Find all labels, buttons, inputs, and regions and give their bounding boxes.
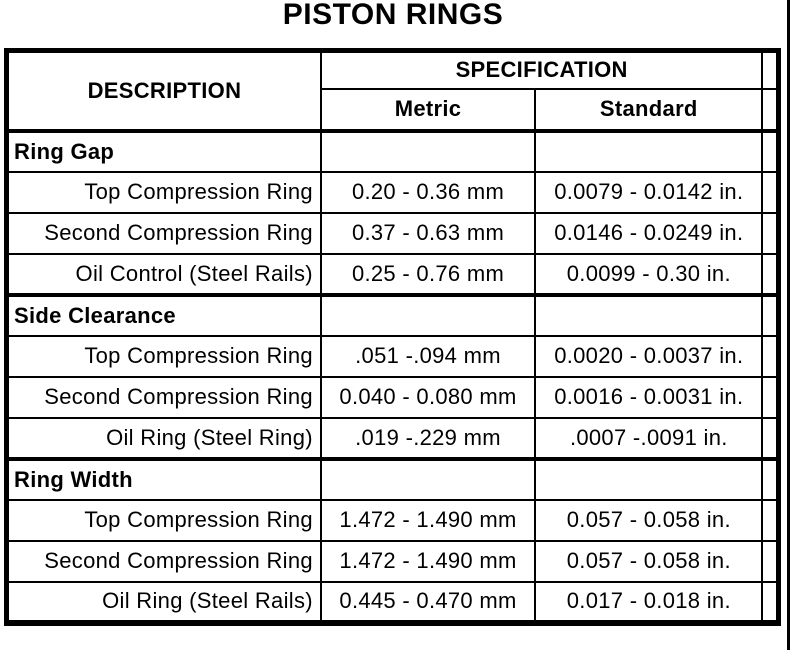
standard-value: 0.057 - 0.058 in. — [534, 498, 764, 542]
metric-value — [319, 456, 537, 501]
section-row-ring-gap: Ring Gap — [5, 128, 780, 173]
row-description: Top Compression Ring — [5, 334, 322, 378]
spacer-cell — [761, 292, 780, 337]
metric-value: 1.472 - 1.490 mm — [319, 539, 537, 583]
description-header: DESCRIPTION — [5, 49, 322, 132]
spacer-cell — [761, 580, 780, 624]
spacer-cell — [761, 375, 780, 419]
page-title: PISTON RINGS — [282, 0, 504, 31]
spacer-cell — [761, 539, 780, 583]
standard-value: 0.0020 - 0.0037 in. — [534, 334, 764, 378]
standard-value: 0.0099 - 0.30 in. — [534, 252, 764, 296]
standard-value: 0.0146 - 0.0249 in. — [534, 211, 764, 255]
standard-value — [534, 128, 764, 173]
row-description: Oil Control (Steel Rails) — [5, 252, 322, 296]
standard-value — [534, 456, 764, 501]
table-row: Oil Ring (Steel Rails) 0.445 - 0.470 mm … — [5, 580, 780, 624]
metric-value: .019 -.229 mm — [319, 416, 537, 460]
section-label: Ring Gap — [5, 128, 322, 173]
row-description: Second Compression Ring — [5, 211, 322, 255]
spacer-cell — [761, 87, 780, 132]
metric-value — [319, 292, 537, 337]
row-description: Top Compression Ring — [5, 170, 322, 214]
metric-value: 0.040 - 0.080 mm — [319, 375, 537, 419]
header-row-2: Metric Standard — [7, 87, 780, 132]
metric-value: 0.445 - 0.470 mm — [319, 580, 537, 624]
metric-value — [319, 128, 537, 173]
metric-value: 0.25 - 0.76 mm — [319, 252, 537, 296]
standard-value: 0.017 - 0.018 in. — [534, 580, 764, 624]
metric-value: 1.472 - 1.490 mm — [319, 498, 537, 542]
section-label: Ring Width — [5, 456, 322, 501]
standard-value: .0007 -.0091 in. — [534, 416, 764, 460]
section-row-ring-width: Ring Width — [5, 456, 780, 501]
piston-rings-spec-table: DESCRIPTION SPECIFICATION Metric Standar… — [4, 48, 781, 626]
spacer-cell — [761, 170, 780, 214]
row-description: Top Compression Ring — [5, 498, 322, 542]
section-label: Side Clearance — [5, 292, 322, 337]
table-row: Top Compression Ring 1.472 - 1.490 mm 0.… — [5, 498, 780, 542]
metric-value: 0.20 - 0.36 mm — [319, 170, 537, 214]
standard-header: Standard — [534, 87, 764, 132]
spacer-cell — [761, 128, 780, 173]
standard-value: 0.0079 - 0.0142 in. — [534, 170, 764, 214]
spacer-cell — [761, 252, 780, 296]
spacer-cell — [761, 334, 780, 378]
section-row-side-clearance: Side Clearance — [5, 292, 780, 337]
table-row: Oil Control (Steel Rails) 0.25 - 0.76 mm… — [5, 252, 780, 296]
spacer-cell — [761, 416, 780, 460]
table-row: Second Compression Ring 0.040 - 0.080 mm… — [5, 375, 780, 419]
table-row: Top Compression Ring 0.20 - 0.36 mm 0.00… — [5, 170, 780, 214]
standard-value: 0.0016 - 0.0031 in. — [534, 375, 764, 419]
row-description: Second Compression Ring — [5, 375, 322, 419]
row-description: Second Compression Ring — [5, 539, 322, 583]
table-row: Second Compression Ring 0.37 - 0.63 mm 0… — [5, 211, 780, 255]
spacer-cell — [761, 49, 780, 90]
row-description: Oil Ring (Steel Rails) — [5, 580, 322, 624]
metric-header: Metric — [319, 87, 537, 132]
spacer-cell — [761, 456, 780, 501]
table-row: Oil Ring (Steel Ring) .019 -.229 mm .000… — [5, 416, 780, 460]
table-row: Top Compression Ring .051 -.094 mm 0.002… — [5, 334, 780, 378]
row-description: Oil Ring (Steel Ring) — [5, 416, 322, 460]
spacer-cell — [761, 498, 780, 542]
header-row-1: DESCRIPTION SPECIFICATION — [5, 49, 780, 132]
table-row: Second Compression Ring 1.472 - 1.490 mm… — [5, 539, 780, 583]
spacer-cell — [761, 211, 780, 255]
standard-value — [534, 292, 764, 337]
metric-value: .051 -.094 mm — [319, 334, 537, 378]
page-edge-line — [787, 0, 790, 650]
specification-header: SPECIFICATION — [319, 49, 764, 90]
metric-value: 0.37 - 0.63 mm — [319, 211, 537, 255]
standard-value: 0.057 - 0.058 in. — [534, 539, 764, 583]
